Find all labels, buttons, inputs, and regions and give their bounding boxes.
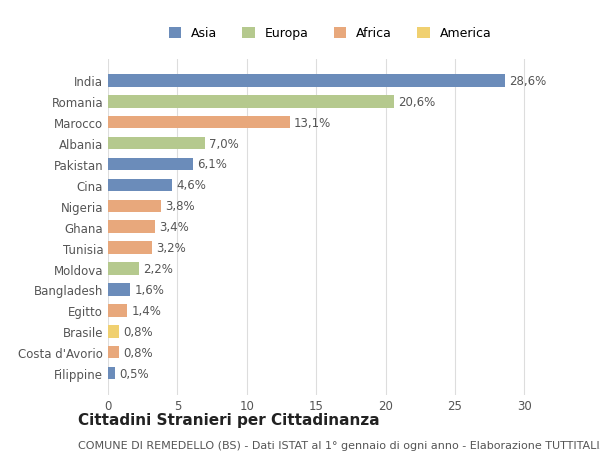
Bar <box>108 117 290 129</box>
Text: Cittadini Stranieri per Cittadinanza: Cittadini Stranieri per Cittadinanza <box>78 412 380 427</box>
Text: 3,2%: 3,2% <box>157 241 187 255</box>
Bar <box>108 242 152 254</box>
Text: 3,4%: 3,4% <box>160 221 189 234</box>
Bar <box>108 284 130 296</box>
Legend: Asia, Europa, Africa, America: Asia, Europa, Africa, America <box>164 22 496 45</box>
Bar <box>108 96 394 108</box>
Bar <box>108 304 127 317</box>
Text: 0,8%: 0,8% <box>123 325 153 338</box>
Bar <box>108 221 155 234</box>
Bar <box>108 158 193 171</box>
Bar <box>108 367 115 380</box>
Text: 1,4%: 1,4% <box>131 304 161 317</box>
Text: 4,6%: 4,6% <box>176 179 206 192</box>
Text: 1,6%: 1,6% <box>134 283 164 296</box>
Text: 28,6%: 28,6% <box>509 75 546 88</box>
Text: 2,2%: 2,2% <box>143 263 173 275</box>
Bar <box>108 200 161 213</box>
Text: 7,0%: 7,0% <box>209 137 239 150</box>
Text: 20,6%: 20,6% <box>398 95 435 108</box>
Bar <box>108 75 505 87</box>
Bar <box>108 138 205 150</box>
Text: 3,8%: 3,8% <box>165 200 194 213</box>
Text: 13,1%: 13,1% <box>294 117 331 129</box>
Bar <box>108 263 139 275</box>
Text: 0,8%: 0,8% <box>123 346 153 359</box>
Text: 0,5%: 0,5% <box>119 367 149 380</box>
Bar <box>108 179 172 192</box>
Text: 6,1%: 6,1% <box>197 158 227 171</box>
Bar <box>108 346 119 358</box>
Text: COMUNE DI REMEDELLO (BS) - Dati ISTAT al 1° gennaio di ogni anno - Elaborazione : COMUNE DI REMEDELLO (BS) - Dati ISTAT al… <box>78 440 600 450</box>
Bar <box>108 325 119 338</box>
